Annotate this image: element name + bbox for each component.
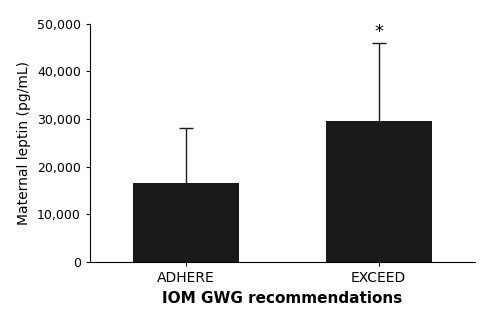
Bar bbox=[326, 121, 432, 262]
Bar bbox=[134, 183, 239, 262]
Text: *: * bbox=[374, 23, 384, 41]
X-axis label: IOM GWG recommendations: IOM GWG recommendations bbox=[162, 291, 402, 306]
Y-axis label: Maternal leptin (pg/mL): Maternal leptin (pg/mL) bbox=[18, 61, 32, 225]
